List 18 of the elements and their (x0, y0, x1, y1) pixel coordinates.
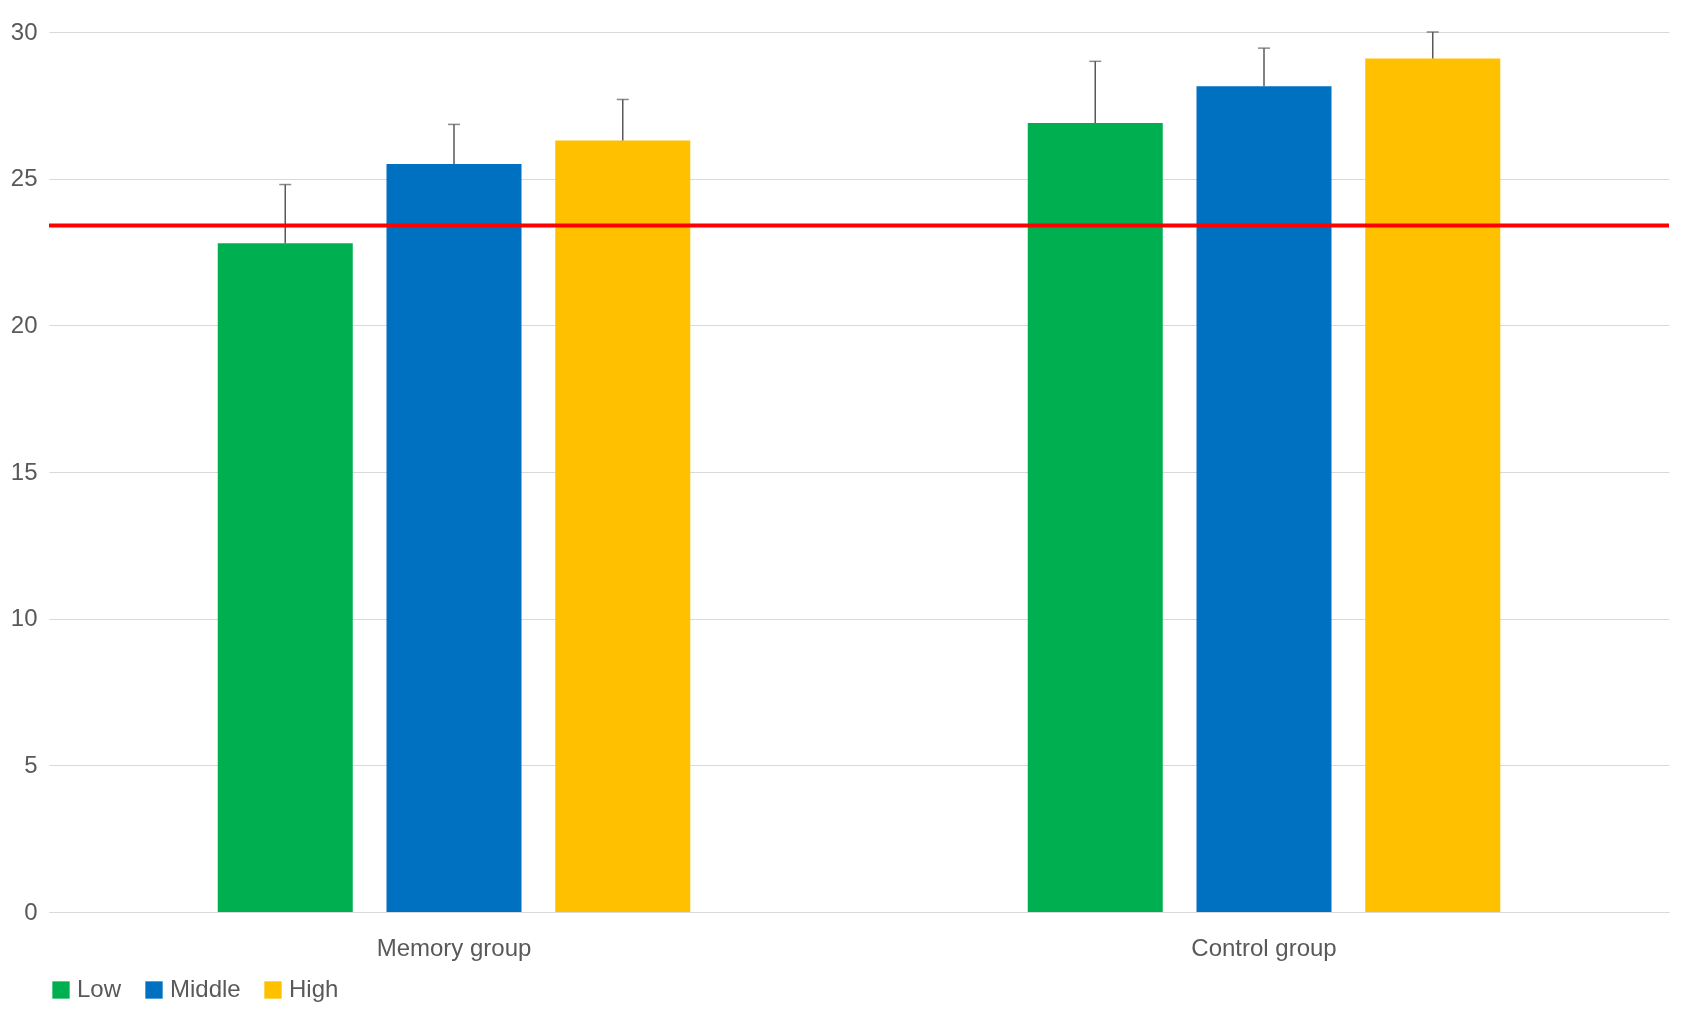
y-tick-label: 25 (10, 164, 38, 192)
legend-label: Low (77, 975, 122, 1002)
x-tick-label: Memory group (376, 933, 532, 961)
y-tick-label: 20 (10, 310, 38, 338)
legend-label: Middle (170, 975, 241, 1002)
y-tick-label: 0 (24, 897, 38, 925)
y-tick-label: 5 (24, 750, 38, 778)
bar (217, 243, 353, 912)
bar (1365, 58, 1501, 912)
bar (1196, 86, 1332, 912)
y-tick-label: 15 (10, 457, 38, 485)
y-tick-label: 30 (10, 17, 38, 45)
legend-label: High (289, 975, 339, 1002)
bar (386, 164, 522, 912)
bar (555, 140, 691, 912)
bar (1027, 122, 1163, 912)
y-tick-label: 10 (10, 604, 38, 632)
x-tick-label: Control group (1191, 933, 1337, 961)
